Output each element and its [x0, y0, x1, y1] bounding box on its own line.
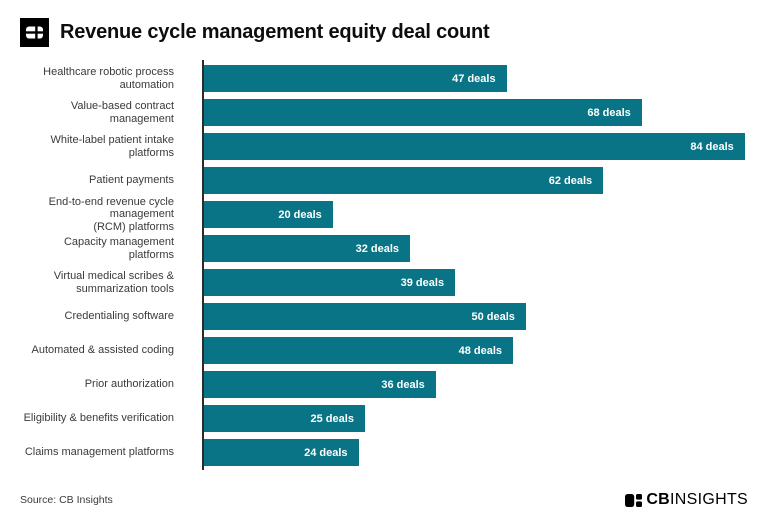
- bar: 50 deals: [204, 303, 526, 330]
- chart-rows: Healthcare robotic process automation 47 …: [20, 65, 748, 466]
- chart-row: White-label patient intake platforms 84 d…: [20, 133, 748, 160]
- category-label: Credentialing software: [64, 310, 174, 323]
- bar-value-label: 50 deals: [471, 310, 515, 323]
- bar-value-label: 32 deals: [355, 242, 399, 255]
- chart-row: Eligibility & benefits verification 25 de…: [20, 405, 748, 432]
- bar: 84 deals: [204, 133, 745, 160]
- chart-row: End-to-end revenue cycle management (RCM…: [20, 196, 748, 233]
- category-label: Automated & assisted coding: [31, 344, 174, 357]
- bar: 32 deals: [204, 235, 410, 262]
- page-title: Revenue cycle management equity deal cou…: [60, 21, 490, 43]
- bar: 36 deals: [204, 371, 436, 398]
- bar-area: 32 deals: [188, 235, 748, 262]
- bar-area: 62 deals: [188, 167, 748, 194]
- bar-area: 48 deals: [188, 337, 748, 364]
- bar-area: 24 deals: [188, 439, 748, 466]
- chart-row: Prior authorization 36 deals: [20, 371, 748, 398]
- bar: 62 deals: [204, 167, 604, 194]
- category-label: White-label patient intake platforms: [50, 134, 174, 159]
- category-label: Prior authorization: [84, 378, 174, 391]
- footer: Source: CB Insights CBINSIGHTS: [20, 491, 748, 509]
- source-note: Source: CB Insights: [20, 494, 113, 506]
- bar-value-label: 68 deals: [587, 106, 631, 119]
- bar-value-label: 20 deals: [278, 208, 322, 221]
- bar: 24 deals: [204, 439, 359, 466]
- chart-row: Healthcare robotic process automation 47 …: [20, 65, 748, 92]
- chart-row: Automated & assisted coding 48 deals: [20, 337, 748, 364]
- bar-value-label: 36 deals: [381, 378, 425, 391]
- category-label: End-to-end revenue cycle management (RCM…: [48, 195, 174, 233]
- bar-area: 36 deals: [188, 371, 748, 398]
- category-label: Value-based contract management: [70, 100, 174, 125]
- chart-row: Value-based contract management 68 deals: [20, 99, 748, 126]
- bar: 25 deals: [204, 405, 365, 432]
- chart-row: Claims management platforms 24 deals: [20, 439, 748, 466]
- bar: 39 deals: [204, 269, 456, 296]
- bar-area: 20 deals: [188, 201, 748, 228]
- cbinsights-wordmark: CBINSIGHTS: [646, 491, 748, 508]
- bar: 47 deals: [204, 65, 507, 92]
- bar-value-label: 24 deals: [304, 446, 348, 459]
- bar-area: 50 deals: [188, 303, 748, 330]
- chart-row: Patient payments 62 deals: [20, 167, 748, 194]
- bar-value-label: 47 deals: [452, 72, 496, 85]
- bar: 20 deals: [204, 201, 333, 228]
- header: Revenue cycle management equity deal cou…: [20, 18, 748, 47]
- bar-value-label: 48 deals: [458, 344, 503, 357]
- category-label: Eligibility & benefits verification: [23, 412, 174, 425]
- category-label: Patient payments: [89, 174, 174, 187]
- bar-value-label: 39 deals: [400, 276, 445, 289]
- bar-value-label: 84 deals: [690, 140, 734, 153]
- chart-row: Virtual medical scribes & summarization …: [20, 269, 748, 296]
- bar-area: 39 deals: [188, 269, 748, 296]
- bar-area: 84 deals: [188, 133, 748, 160]
- category-label: Capacity management platforms: [63, 236, 174, 261]
- cbinsights-mark-icon: [625, 493, 643, 507]
- bar-value-label: 25 deals: [310, 412, 354, 425]
- bar: 48 deals: [204, 337, 514, 364]
- bar-area: 47 deals: [188, 65, 748, 92]
- bar-value-label: 62 deals: [548, 174, 593, 187]
- bar-area: 68 deals: [188, 99, 748, 126]
- chart-row: Credentialing software 50 deals: [20, 303, 748, 330]
- chart-row: Capacity management platforms 32 deals: [20, 235, 748, 262]
- category-label: Virtual medical scribes & summarization …: [53, 270, 174, 295]
- bar-chart: Healthcare robotic process automation 47 …: [20, 60, 748, 470]
- category-label: Claims management platforms: [24, 446, 174, 459]
- cbinsights-footer-logo: CBINSIGHTS: [625, 491, 748, 509]
- bar-area: 25 deals: [188, 405, 748, 432]
- bar: 68 deals: [204, 99, 642, 126]
- cbinsights-logo-icon: [20, 18, 49, 47]
- category-label: Healthcare robotic process automation: [43, 66, 174, 91]
